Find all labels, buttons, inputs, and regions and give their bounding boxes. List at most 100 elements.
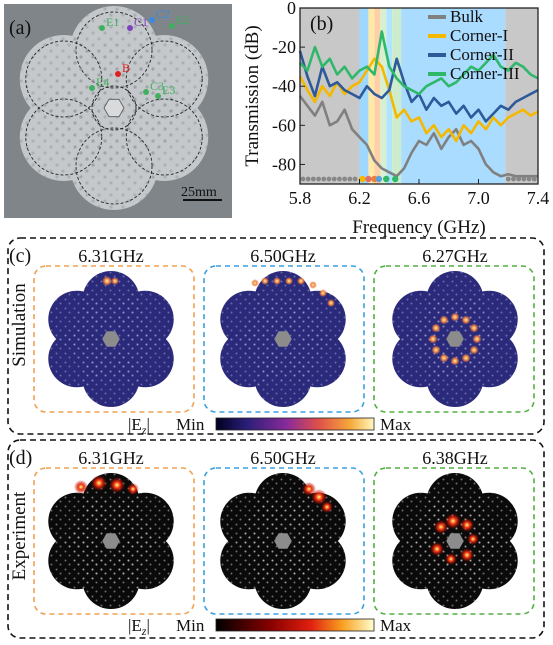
bulk-dot (511, 177, 516, 182)
panel-a: (a) 25mm B C1 C2 C3 E1 E2 E3 E4 (4, 4, 232, 218)
sim-field-label: |Ez| (128, 415, 150, 437)
marker-3 (376, 176, 382, 182)
sim-freq-2: 6.50GHz (250, 246, 316, 266)
field-hotspot (451, 313, 460, 322)
bulk-dot (521, 177, 526, 182)
legend-label: Corner-I (450, 26, 509, 45)
bulk-dot (311, 177, 316, 182)
panel-b-label: (b) (310, 13, 333, 35)
bulk-dot (316, 177, 321, 182)
marker-1 (365, 176, 371, 182)
exp-colorbar: |Ez| Min Max (128, 616, 412, 638)
panel-c-label: (c) (9, 245, 31, 267)
bulk-dot (327, 177, 332, 182)
bulk-dot (353, 177, 358, 182)
field-hotspot (467, 533, 479, 545)
marker-4 (383, 176, 389, 182)
y-tick-label: -20 (272, 37, 296, 57)
experiment-field-maps (48, 473, 517, 609)
field-hotspot (109, 477, 125, 493)
exp-colorbar-gradient (216, 619, 374, 631)
sim-max-label: Max (380, 415, 412, 434)
x-tick-label: 6.6 (408, 188, 431, 208)
field-map-1 (48, 473, 173, 609)
x-tick-label: 7.0 (467, 188, 490, 208)
sim-colorbar-gradient (216, 418, 374, 430)
panel-c: (c) Simulation 6.31GHz 6.50GHz 6.27GHz |… (8, 238, 544, 437)
field-hotspot (285, 277, 293, 285)
bulk-dot (532, 177, 537, 182)
exp-freq-2: 6.50GHz (250, 448, 316, 468)
field-map-3 (392, 473, 517, 609)
field-hotspot (431, 324, 440, 333)
sim-min-label: Min (176, 415, 205, 434)
field-hotspot (451, 357, 460, 366)
field-hotspot (251, 279, 259, 287)
field-hotspot (440, 354, 449, 363)
band-8 (505, 8, 538, 184)
band-6 (392, 8, 401, 184)
field-hotspot (327, 299, 335, 307)
field-hotspot (440, 315, 449, 324)
field-hotspot (74, 480, 88, 494)
exp-field-label: |Ez| (128, 616, 150, 638)
field-hotspot (445, 513, 461, 529)
bulk-dot (306, 177, 311, 182)
bulk-dot (301, 177, 306, 182)
field-hotspot (470, 324, 479, 333)
field-hotspot (261, 277, 269, 285)
field-hotspot (460, 518, 474, 532)
x-tick-label: 5.8 (289, 188, 312, 208)
bulk-dot (342, 177, 347, 182)
field-hotspot (460, 548, 474, 562)
field-hotspot (321, 501, 333, 513)
field-hotspot (111, 277, 119, 285)
point-label-E2: E2 (176, 13, 189, 27)
exp-freq-3: 6.38GHz (422, 448, 488, 468)
field-hotspot (470, 346, 479, 355)
point-B (115, 71, 121, 77)
field-hotspot (445, 553, 457, 565)
field-hotspot (429, 335, 438, 344)
point-label-B: B (122, 61, 130, 75)
point-label-E3: E3 (162, 83, 175, 97)
panel-a-label: (a) (9, 17, 31, 39)
bulk-dot (527, 177, 532, 182)
field-hotspot (319, 289, 327, 297)
point-E4 (89, 85, 95, 91)
point-E2 (169, 23, 175, 29)
bulk-dot (332, 177, 337, 182)
field-hotspot (127, 483, 139, 495)
panel-d-label: (d) (9, 447, 32, 469)
field-hotspot (91, 475, 107, 491)
point-E3 (155, 93, 161, 99)
simulation-row-label: Simulation (9, 283, 30, 367)
field-map-2 (220, 473, 345, 609)
y-tick-label: -80 (272, 154, 296, 174)
bulk-dot (337, 177, 342, 182)
point-E1 (99, 25, 105, 31)
field-map-2 (220, 271, 345, 407)
field-hotspot (462, 354, 471, 363)
field-hotspot (462, 315, 471, 324)
sim-freq-3: 6.27GHz (422, 246, 488, 266)
field-hotspot (297, 277, 305, 285)
field-hotspot (431, 346, 440, 355)
field-hotspot (273, 277, 281, 285)
marker-5 (392, 176, 398, 182)
point-C3 (143, 89, 149, 95)
x-tick-label: 7.4 (527, 188, 550, 208)
x-tick-label: 6.2 (348, 188, 371, 208)
field-map-1 (48, 271, 173, 407)
exp-max-label: Max (380, 616, 412, 635)
sim-freq-1: 6.31GHz (78, 246, 144, 266)
experiment-row-label: Experiment (9, 491, 30, 580)
bulk-dot (321, 177, 326, 182)
point-label-E1: E1 (106, 15, 119, 29)
legend-label: Corner-III (450, 64, 520, 83)
exp-min-label: Min (176, 616, 205, 635)
point-label-E4: E4 (96, 75, 109, 89)
y-axis-label: Transmission (dB) (242, 25, 263, 166)
bulk-dot (506, 177, 511, 182)
